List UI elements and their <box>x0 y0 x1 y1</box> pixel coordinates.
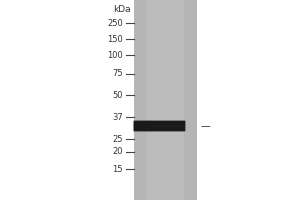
Text: 150: 150 <box>107 34 123 44</box>
Text: —: — <box>201 121 211 131</box>
Bar <box>146 0 184 200</box>
Text: 100: 100 <box>107 50 123 60</box>
Text: 20: 20 <box>112 148 123 156</box>
Text: kDa: kDa <box>113 5 130 14</box>
FancyBboxPatch shape <box>134 121 185 131</box>
Text: 250: 250 <box>107 19 123 27</box>
Bar <box>134 0 196 200</box>
Text: 37: 37 <box>112 112 123 121</box>
Text: 25: 25 <box>112 134 123 144</box>
Text: 50: 50 <box>112 91 123 100</box>
Text: 75: 75 <box>112 69 123 78</box>
Text: 15: 15 <box>112 165 123 174</box>
